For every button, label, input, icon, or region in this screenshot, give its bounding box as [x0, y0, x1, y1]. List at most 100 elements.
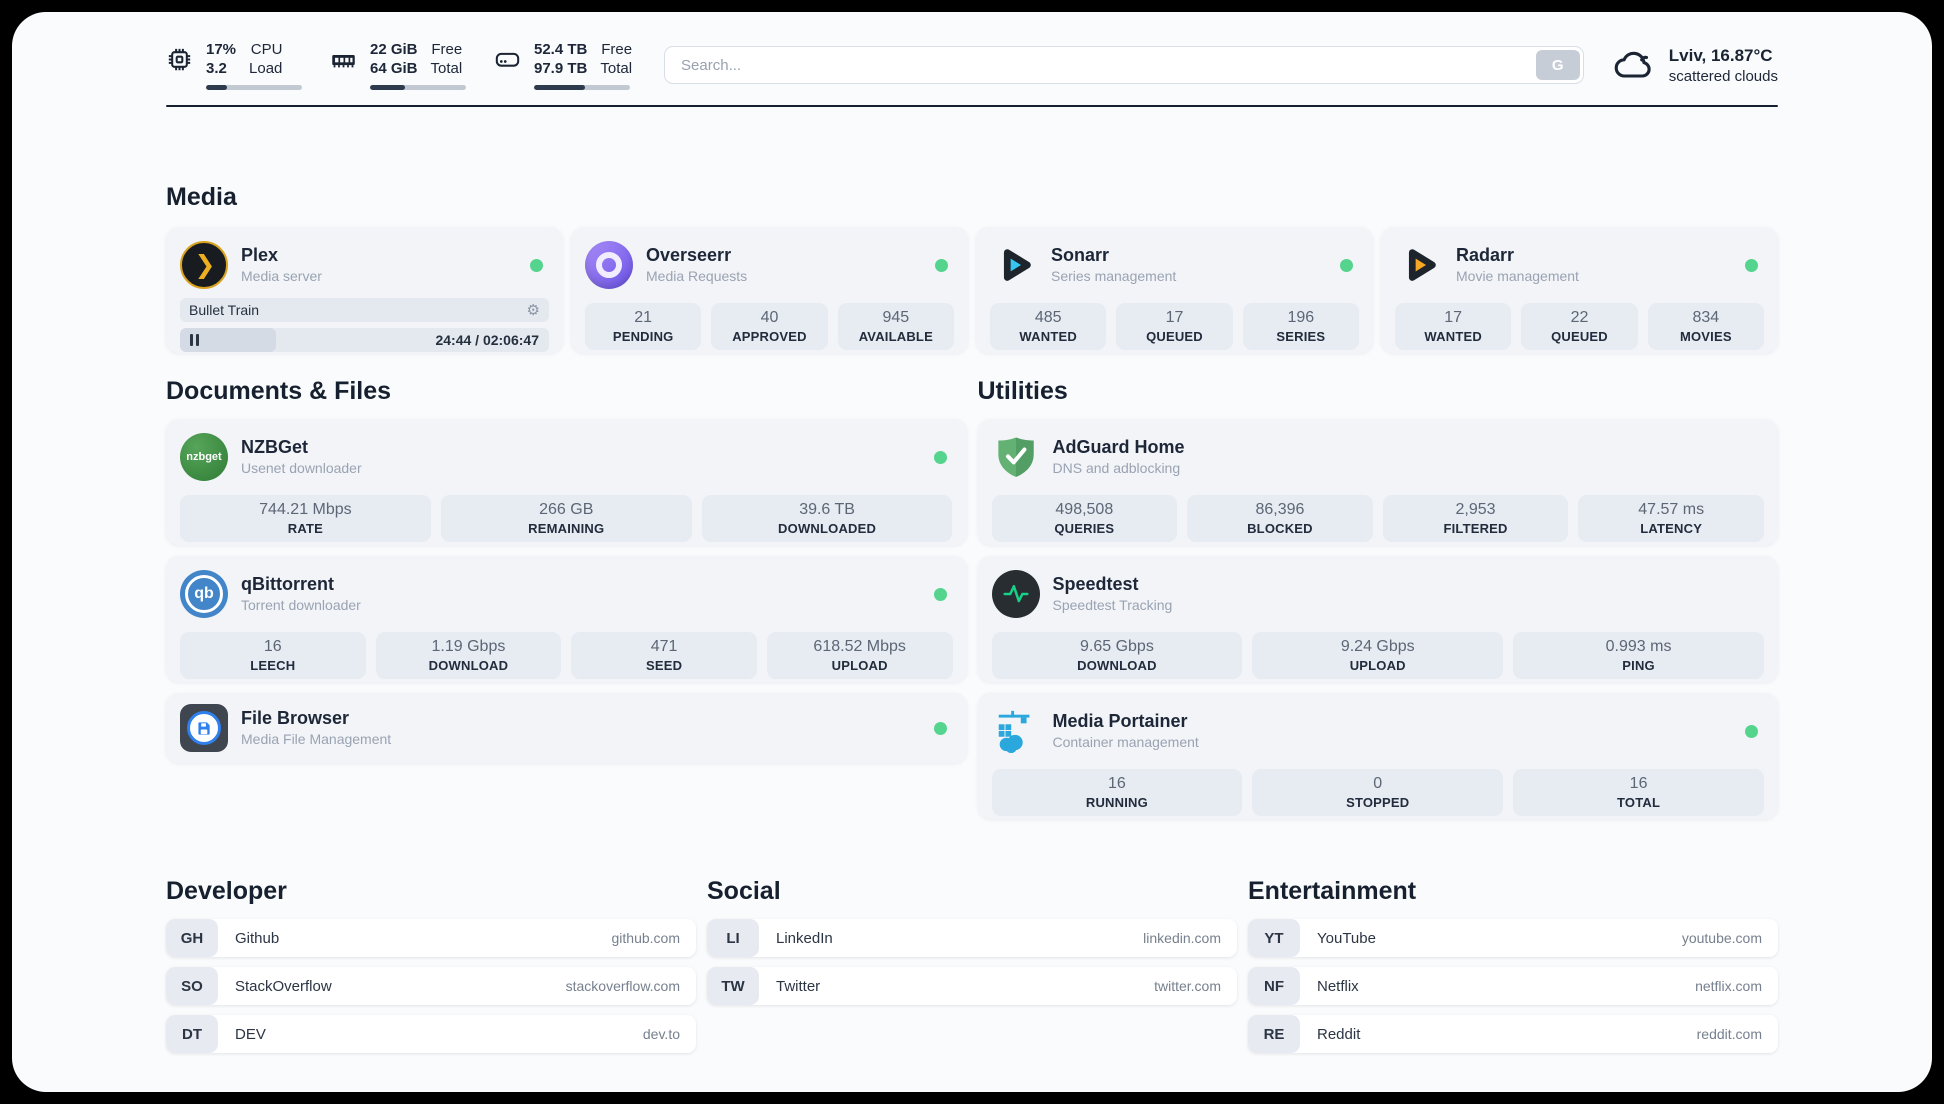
bookmark-stackoverflow[interactable]: SO StackOverflow stackoverflow.com [166, 967, 696, 1005]
weather-location-temp: Lviv, 16.87°C [1668, 45, 1773, 65]
metric-value-top: 52.4 TB [534, 41, 588, 58]
stat-label: PING [1622, 658, 1655, 673]
stat-label: UPLOAD [1349, 658, 1406, 673]
metric-labels: Free Total [431, 40, 463, 78]
app-card-sonarr[interactable]: Sonarr Series management 485 WANTED 17 Q… [976, 227, 1373, 353]
bookmark-badge: DT [166, 1015, 218, 1053]
metric-values: 22 GiB 64 GiB [370, 40, 418, 78]
stat-stopped: 0 STOPPED [1252, 769, 1504, 816]
bookmark-url: youtube.com [1681, 930, 1762, 946]
bookmark-url: netflix.com [1695, 978, 1762, 994]
filebrowser-icon [180, 704, 228, 752]
app-subtitle: Series management [1051, 268, 1177, 284]
stat-value: 834 [1692, 309, 1720, 326]
stat-value: 266 GB [539, 501, 594, 518]
nzbget-icon-text: nzbget [186, 451, 222, 463]
section-heading-entertainment: Entertainment [1248, 877, 1417, 905]
stat-series: 196 SERIES [1242, 303, 1359, 350]
stat-value: 744.21 Mbps [259, 501, 352, 518]
stat-value: 21 [634, 309, 653, 326]
storage-progress-bar [534, 85, 630, 90]
app-title: AdGuard Home [1052, 437, 1185, 457]
app-card-portainer[interactable]: Media Portainer Container management 16 … [977, 693, 1778, 819]
app-title: qBittorrent [241, 574, 334, 594]
stat-seed: 471 SEED [571, 632, 757, 679]
ram-icon [332, 54, 355, 67]
gear-icon[interactable]: ⚙ [526, 301, 540, 319]
metric-value-bottom: 64 GiB [370, 60, 418, 77]
app-card-qbittorrent[interactable]: qb qBittorrent Torrent downloader 16 [166, 556, 967, 682]
stat-available: 945 AVAILABLE [837, 303, 954, 350]
bookmark-url: reddit.com [1696, 1026, 1762, 1042]
bookmark-reddit[interactable]: RE Reddit reddit.com [1248, 1015, 1778, 1053]
stat-value: 1.19 Gbps [431, 638, 506, 655]
stat-label: LATENCY [1640, 521, 1703, 536]
metric-labels: Free Total [600, 40, 632, 78]
stat-download: 9.65 Gbps DOWNLOAD [991, 632, 1243, 679]
stat-label: UPLOAD [831, 658, 888, 673]
bookmark-linkedin[interactable]: LI LinkedIn linkedin.com [707, 919, 1237, 957]
bookmark-twitter[interactable]: TW Twitter twitter.com [707, 967, 1237, 1005]
bookmark-github[interactable]: GH Github github.com [166, 919, 696, 957]
top-bar: 17% 3.2 CPU Load [166, 40, 1778, 90]
search-engine-button[interactable]: G [1535, 50, 1580, 80]
disk-icon [495, 52, 520, 67]
app-subtitle: Media server [241, 268, 322, 284]
pause-icon[interactable] [190, 334, 199, 346]
plex-chevron-glyph: ❯ [194, 250, 216, 279]
bookmark-url: dev.to [642, 1026, 680, 1042]
dashboard-panel: 17% 3.2 CPU Load [12, 12, 1932, 1092]
bookmark-badge: NF [1248, 967, 1300, 1005]
bookmark-badge: RE [1248, 1015, 1300, 1053]
player-progress[interactable]: 24:44 / 02:06:47 [180, 328, 549, 352]
app-card-speedtest[interactable]: Speedtest Speedtest Tracking 9.65 Gbps D… [977, 556, 1778, 682]
status-dot [1340, 258, 1353, 272]
stat-running: 16 RUNNING [991, 769, 1243, 816]
stat-pending: 21 PENDING [585, 303, 702, 350]
now-playing-title: Bullet Train [189, 302, 260, 318]
app-card-overseerr[interactable]: Overseerr Media Requests 21 PENDING 40 A… [571, 227, 968, 353]
metric-label-top: CPU [250, 41, 283, 58]
memory-progress-bar [370, 85, 466, 90]
metric-values: 17% 3.2 [206, 40, 236, 78]
app-subtitle: Movie management [1456, 268, 1579, 284]
metric-value-top: 17% [206, 41, 237, 58]
app-card-radarr[interactable]: Radarr Movie management 17 WANTED 22 QUE… [1381, 227, 1778, 353]
cpu-icon [168, 48, 191, 70]
metric-values: 52.4 TB 97.9 TB [534, 40, 587, 78]
bookmark-dev[interactable]: DT DEV dev.to [166, 1015, 696, 1053]
stat-value: 618.52 Mbps [813, 638, 906, 655]
stat-value: 17 [1444, 309, 1463, 326]
stat-downloaded: 39.6 TB DOWNLOADED [701, 495, 953, 542]
stat-upload: 618.52 Mbps UPLOAD [766, 632, 953, 679]
player-time: 24:44 / 02:06:47 [435, 332, 539, 348]
app-card-plex[interactable]: ❯ Plex Media server Bullet Train ⚙ 24:44… [166, 227, 563, 353]
bookmark-url: github.com [611, 930, 680, 946]
bookmark-badge: TW [707, 967, 759, 1005]
stat-label: SEED [645, 658, 683, 673]
stat-label: QUERIES [1054, 521, 1115, 536]
bookmark-netflix[interactable]: NF Netflix netflix.com [1248, 967, 1778, 1005]
nzbget-icon: nzbget [180, 433, 228, 481]
stat-queued: 22 QUEUED [1521, 303, 1638, 350]
app-title: NZBGet [241, 437, 308, 457]
stat-queries: 498,508 QUERIES [991, 495, 1178, 542]
section-heading-social: Social [707, 877, 781, 905]
bookmark-name: LinkedIn [776, 929, 833, 947]
stat-value: 16 [1629, 775, 1648, 792]
bookmark-youtube[interactable]: YT YouTube youtube.com [1248, 919, 1778, 957]
stat-upload: 9.24 Gbps UPLOAD [1252, 632, 1504, 679]
section-heading-utilities: Utilities [977, 377, 1068, 405]
stats-row: 498,508 QUERIES 86,396 BLOCKED 2,953 FIL… [991, 495, 1764, 542]
stat-label: MOVIES [1679, 329, 1732, 344]
stat-queued: 17 QUEUED [1116, 303, 1233, 350]
stat-wanted: 17 WANTED [1395, 303, 1512, 350]
search-input[interactable] [664, 46, 1584, 84]
app-card-nzbget[interactable]: nzbget NZBGet Usenet downloader 744.21 M… [166, 419, 967, 545]
status-dot [1745, 724, 1758, 738]
app-card-adguard[interactable]: AdGuard Home DNS and adblocking 498,508 … [977, 419, 1778, 545]
bookmark-name: Reddit [1317, 1025, 1361, 1043]
metric-label-top: Free [431, 41, 463, 58]
app-subtitle: Media File Management [241, 731, 392, 747]
app-card-filebrowser[interactable]: File Browser Media File Management [166, 693, 967, 763]
